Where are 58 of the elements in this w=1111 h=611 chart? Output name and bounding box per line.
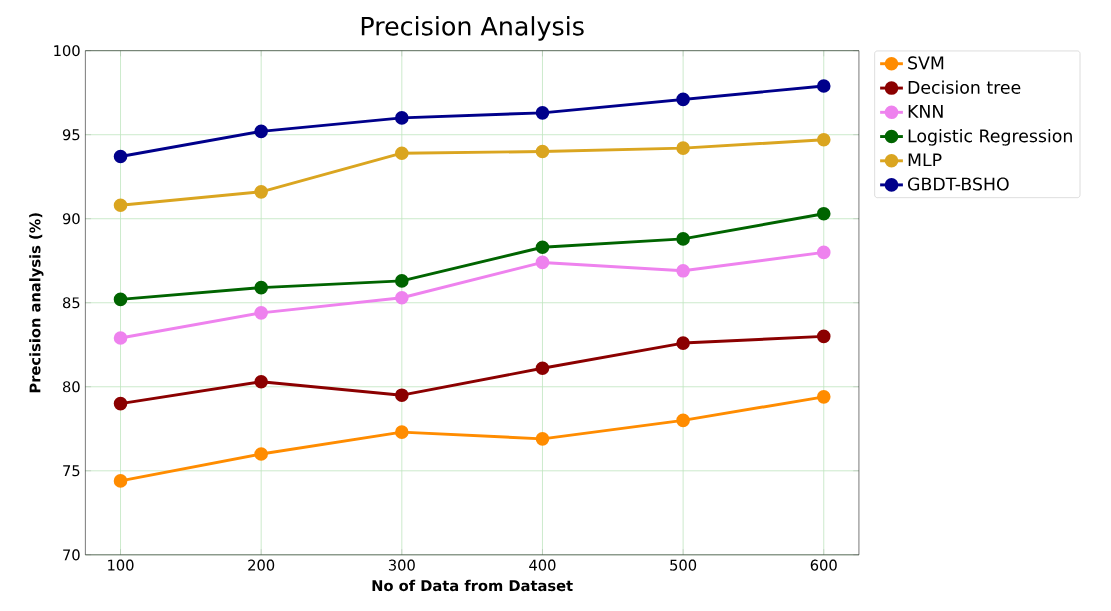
point: [395, 146, 409, 161]
point: [816, 206, 831, 221]
y-axis-title: Precision analysis (%): [29, 213, 44, 393]
legend-label: KNN: [908, 105, 943, 118]
point: [254, 185, 268, 199]
point: [676, 413, 690, 428]
point: [535, 361, 550, 376]
point: [254, 375, 268, 389]
y-tick-label: 85: [62, 297, 80, 309]
x-tick-label: 400: [529, 559, 556, 571]
y-tick-label: 100: [54, 45, 80, 57]
point: [113, 198, 128, 213]
point: [535, 240, 550, 255]
x-tick-label: 600: [810, 559, 837, 571]
chart-title: Precision Analysis: [361, 16, 584, 41]
point: [535, 144, 550, 159]
point: [535, 255, 550, 270]
point: [535, 432, 550, 446]
point: [395, 290, 409, 305]
x-tick-label: 300: [388, 559, 415, 571]
point: [676, 141, 690, 156]
point: [676, 264, 690, 278]
point: [816, 79, 831, 93]
point: [816, 329, 831, 344]
point: [676, 232, 690, 246]
legend-label: MLP: [908, 153, 942, 167]
point: [676, 92, 690, 107]
legend-label: Decision tree: [908, 80, 1021, 94]
point: [816, 245, 831, 260]
point: [395, 274, 409, 288]
point: [113, 396, 128, 411]
x-tick-label: 500: [670, 559, 697, 571]
point: [254, 306, 268, 320]
point: [676, 336, 690, 350]
point: [535, 106, 550, 120]
y-tick-label: 80: [62, 381, 80, 393]
y-tick-label: 90: [62, 213, 80, 225]
point: [816, 133, 831, 147]
point: [395, 425, 409, 440]
point: [254, 447, 268, 461]
y-tick-label: 95: [62, 129, 80, 141]
x-tick-label: 100: [108, 559, 134, 571]
point: [113, 149, 128, 164]
legend-label: GBDT-BSHO: [908, 177, 1009, 191]
point: [113, 331, 128, 345]
point: [816, 390, 831, 404]
point: [254, 124, 268, 139]
y-tick-label: 75: [63, 465, 80, 477]
legend-label: SVM: [908, 56, 944, 70]
x-tick-label: 200: [248, 559, 275, 571]
point: [395, 388, 409, 403]
legend-label: Logistic Regression: [908, 129, 1072, 146]
x-axis-title: No of Data from Dataset: [372, 579, 573, 592]
point: [254, 280, 268, 295]
point: [395, 111, 409, 125]
point: [113, 292, 128, 307]
point: [113, 474, 128, 488]
y-tick-label: 70: [63, 549, 80, 561]
